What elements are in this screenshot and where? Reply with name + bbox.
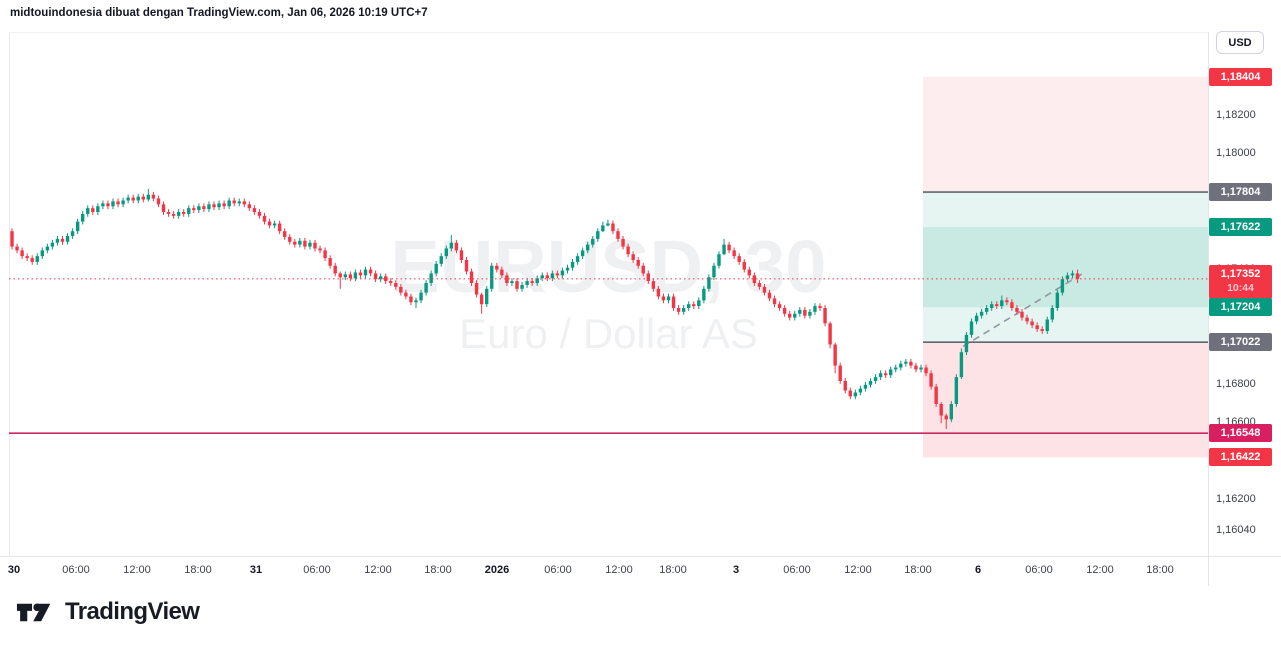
price-axis-label: 1,18000 bbox=[1216, 147, 1256, 160]
support-price-badge: 1,16548 bbox=[1209, 424, 1272, 443]
time-axis-label: 3 bbox=[732, 564, 740, 576]
attribution-text: midtouindonesia dibuat dengan TradingVie… bbox=[10, 7, 428, 19]
time-axis-label: 06:00 bbox=[303, 564, 331, 576]
tradingview-logo[interactable]: TradingView bbox=[16, 598, 200, 626]
time-axis-label: 12:00 bbox=[1086, 564, 1114, 576]
trend-line[interactable] bbox=[962, 270, 1087, 348]
short-stop-zone[interactable] bbox=[923, 76, 1208, 193]
target-price-badge: 1,17204 bbox=[1209, 298, 1272, 317]
last-price-badge: 1,17352 10:44 bbox=[1209, 264, 1272, 299]
entry-price-badge: 1,17804 bbox=[1209, 183, 1272, 202]
time-axis[interactable]: 30 06:00 12:00 18:00 31 06:00 12:00 18:00 2026 06… bbox=[0, 557, 1281, 586]
price-axis[interactable]: 1,182001,180001,174001,168001,166001,162… bbox=[1209, 32, 1281, 556]
tradingview-logo-text: TradingView bbox=[65, 598, 200, 625]
target-price-badge: 1,17622 bbox=[1209, 217, 1272, 236]
pane-border-top bbox=[9, 32, 1208, 33]
time-axis-label: 12:00 bbox=[123, 564, 151, 576]
price-axis-label: 1,16040 bbox=[1216, 523, 1256, 536]
stop-price-badge: 1,16422 bbox=[1209, 448, 1272, 467]
price-axis-label: 1,16200 bbox=[1216, 493, 1256, 505]
time-axis-label: 12:00 bbox=[605, 564, 633, 576]
time-axis-label: 06:00 bbox=[62, 564, 90, 576]
time-axis-label: 06:00 bbox=[783, 564, 811, 576]
time-axis-label: 18:00 bbox=[659, 564, 687, 576]
time-axis-label: 18:00 bbox=[424, 564, 452, 576]
time-axis-label: 6 bbox=[974, 564, 982, 576]
time-axis-separator bbox=[0, 556, 1281, 557]
stop-price-badge: 1,18404 bbox=[1209, 67, 1272, 86]
entry-price-badge: 1,17022 bbox=[1209, 333, 1272, 352]
time-axis-label: 06:00 bbox=[544, 564, 572, 576]
time-axis-label: 18:00 bbox=[184, 564, 212, 576]
time-axis-label: 31 bbox=[249, 564, 263, 576]
time-axis-label: 12:00 bbox=[364, 564, 392, 576]
time-axis-label: 30 bbox=[7, 564, 21, 576]
price-axis-label: 1,18200 bbox=[1216, 109, 1256, 121]
pane-border-left bbox=[9, 32, 10, 556]
long-stop-zone[interactable] bbox=[923, 342, 1208, 458]
price-axis-separator bbox=[1208, 32, 1209, 586]
time-axis-label: 06:00 bbox=[1025, 564, 1053, 576]
time-axis-label: 18:00 bbox=[1146, 564, 1174, 576]
candles bbox=[10, 188, 1080, 429]
tradingview-logo-icon bbox=[16, 603, 51, 621]
currency-toggle-button[interactable]: USD bbox=[1216, 31, 1264, 54]
time-axis-label: 18:00 bbox=[904, 564, 932, 576]
target-zone-mid[interactable] bbox=[923, 226, 1208, 308]
price-axis-label: 1,16800 bbox=[1216, 377, 1256, 390]
time-axis-label: 2026 bbox=[484, 564, 510, 576]
time-axis-label: 12:00 bbox=[844, 564, 872, 576]
target-zone-upper[interactable] bbox=[923, 192, 1208, 227]
